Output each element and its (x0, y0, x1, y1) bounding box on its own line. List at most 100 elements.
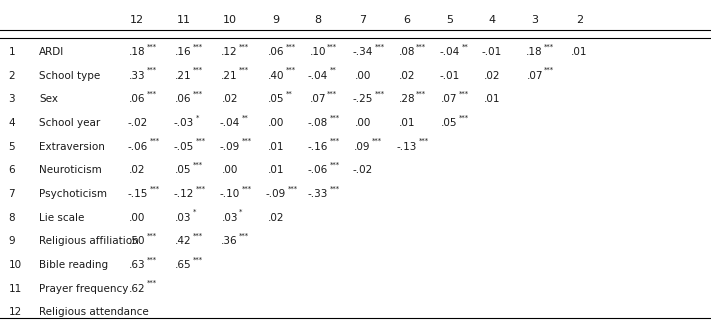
Text: ARDI: ARDI (39, 47, 65, 57)
Text: ***: *** (416, 43, 427, 50)
Text: ***: *** (193, 43, 203, 50)
Text: .65: .65 (175, 260, 192, 270)
Text: **: ** (461, 43, 469, 50)
Text: -.06: -.06 (308, 165, 328, 175)
Text: ***: *** (288, 185, 298, 191)
Text: Prayer frequency: Prayer frequency (39, 284, 129, 294)
Text: 4: 4 (9, 118, 15, 128)
Text: .07: .07 (526, 71, 543, 81)
Text: Religious affiliation: Religious affiliation (39, 236, 139, 246)
Text: .01: .01 (571, 47, 588, 57)
Text: ***: *** (416, 91, 427, 97)
Text: -.13: -.13 (397, 142, 417, 152)
Text: 4: 4 (488, 15, 496, 25)
Text: -.12: -.12 (173, 189, 193, 199)
Text: ***: *** (375, 91, 385, 97)
Text: ***: *** (327, 43, 338, 50)
Text: -.03: -.03 (173, 118, 193, 128)
Text: **: ** (330, 67, 337, 73)
Text: .10: .10 (309, 47, 326, 57)
Text: ***: *** (544, 43, 555, 50)
Text: 5: 5 (446, 15, 453, 25)
Text: ***: *** (239, 233, 250, 239)
Text: 6: 6 (9, 165, 15, 175)
Text: 2: 2 (576, 15, 583, 25)
Text: ***: *** (146, 256, 157, 262)
Text: ***: *** (149, 138, 159, 144)
Text: .07: .07 (441, 94, 458, 104)
Text: Psychoticism: Psychoticism (39, 189, 107, 199)
Text: -.33: -.33 (308, 189, 328, 199)
Text: .18: .18 (526, 47, 543, 57)
Text: 8: 8 (9, 213, 15, 223)
Text: .02: .02 (221, 94, 238, 104)
Text: .12: .12 (221, 47, 238, 57)
Text: ***: *** (196, 138, 205, 144)
Text: ***: *** (242, 185, 252, 191)
Text: .21: .21 (221, 71, 238, 81)
Text: -.06: -.06 (127, 142, 147, 152)
Text: -.16: -.16 (308, 142, 328, 152)
Text: .40: .40 (267, 71, 284, 81)
Text: -.01: -.01 (482, 47, 502, 57)
Text: ***: *** (193, 67, 203, 73)
Text: .50: .50 (129, 236, 146, 246)
Text: ***: *** (285, 43, 296, 50)
Text: .62: .62 (129, 284, 146, 294)
Text: 10: 10 (9, 260, 21, 270)
Text: ***: *** (330, 138, 340, 144)
Text: ***: *** (146, 233, 157, 239)
Text: ***: *** (193, 162, 203, 168)
Text: 12: 12 (130, 15, 144, 25)
Text: .05: .05 (175, 165, 192, 175)
Text: .36: .36 (221, 236, 238, 246)
Text: Religious attendance: Religious attendance (39, 307, 149, 317)
Text: .00: .00 (354, 118, 371, 128)
Text: -.05: -.05 (173, 142, 193, 152)
Text: ***: *** (330, 185, 340, 191)
Text: ***: *** (196, 185, 205, 191)
Text: .01: .01 (267, 142, 284, 152)
Text: -.34: -.34 (353, 47, 373, 57)
Text: .02: .02 (129, 165, 146, 175)
Text: School type: School type (39, 71, 100, 81)
Text: .00: .00 (267, 118, 284, 128)
Text: -.02: -.02 (127, 118, 147, 128)
Text: ***: *** (239, 43, 250, 50)
Text: .02: .02 (483, 71, 501, 81)
Text: .05: .05 (441, 118, 458, 128)
Text: .02: .02 (398, 71, 415, 81)
Text: ***: *** (327, 91, 338, 97)
Text: Bible reading: Bible reading (39, 260, 108, 270)
Text: .21: .21 (175, 71, 192, 81)
Text: 3: 3 (9, 94, 15, 104)
Text: .42: .42 (175, 236, 192, 246)
Text: ***: *** (459, 91, 469, 97)
Text: .02: .02 (267, 213, 284, 223)
Text: ***: *** (193, 91, 203, 97)
Text: -.09: -.09 (266, 189, 286, 199)
Text: 5: 5 (9, 142, 15, 152)
Text: 11: 11 (176, 15, 191, 25)
Text: .05: .05 (267, 94, 284, 104)
Text: .18: .18 (129, 47, 146, 57)
Text: .01: .01 (398, 118, 415, 128)
Text: ***: *** (330, 162, 340, 168)
Text: 8: 8 (314, 15, 321, 25)
Text: .00: .00 (129, 213, 146, 223)
Text: 2: 2 (9, 71, 15, 81)
Text: 10: 10 (223, 15, 237, 25)
Text: ***: *** (242, 138, 252, 144)
Text: .01: .01 (483, 94, 501, 104)
Text: .03: .03 (175, 213, 192, 223)
Text: ***: *** (146, 91, 157, 97)
Text: .03: .03 (221, 213, 238, 223)
Text: .06: .06 (175, 94, 192, 104)
Text: -.04: -.04 (439, 47, 459, 57)
Text: -.25: -.25 (353, 94, 373, 104)
Text: Extraversion: Extraversion (39, 142, 105, 152)
Text: ***: *** (146, 43, 157, 50)
Text: -.08: -.08 (308, 118, 328, 128)
Text: .06: .06 (129, 94, 146, 104)
Text: Lie scale: Lie scale (39, 213, 85, 223)
